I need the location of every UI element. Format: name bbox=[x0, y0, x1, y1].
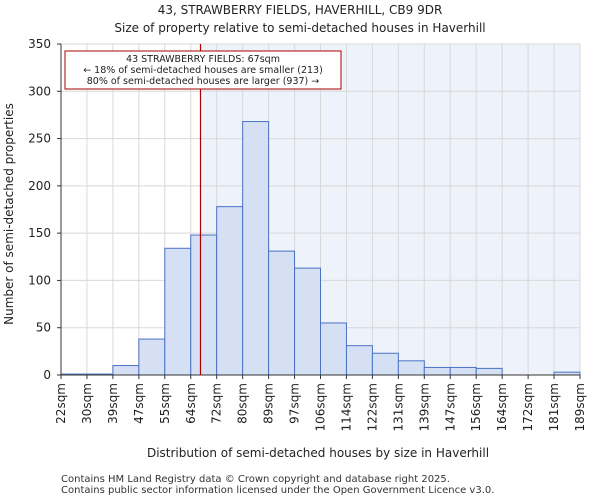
y-tick-label: 50 bbox=[36, 321, 51, 335]
x-tick-label: 122sqm bbox=[365, 383, 379, 431]
x-tick-label: 131sqm bbox=[391, 383, 405, 431]
x-tick-label: 181sqm bbox=[547, 383, 561, 431]
x-axis-label: Distribution of semi-detached houses by … bbox=[147, 446, 489, 460]
x-tick-label: 172sqm bbox=[521, 383, 535, 431]
y-tick-label: 200 bbox=[28, 179, 51, 193]
x-tick-label: 139sqm bbox=[417, 383, 431, 431]
y-tick-label: 100 bbox=[28, 273, 51, 287]
x-tick-label: 80sqm bbox=[236, 383, 250, 424]
annotation-line-2: ← 18% of semi-detached houses are smalle… bbox=[83, 65, 323, 76]
chart-title: 43, STRAWBERRY FIELDS, HAVERHILL, CB9 9D… bbox=[158, 3, 443, 17]
y-tick-label: 250 bbox=[28, 132, 51, 146]
x-tick-label: 189sqm bbox=[573, 383, 587, 431]
bar bbox=[138, 338, 166, 376]
annotation-line-3: 80% of semi-detached houses are larger (… bbox=[87, 76, 320, 87]
bar bbox=[268, 250, 296, 376]
x-tick-label: 39sqm bbox=[106, 383, 120, 424]
bar bbox=[164, 247, 192, 376]
x-tick-label: 72sqm bbox=[210, 383, 224, 424]
bar bbox=[345, 345, 373, 376]
y-tick-label: 300 bbox=[28, 84, 51, 98]
bar bbox=[449, 366, 477, 376]
x-tick-label: 64sqm bbox=[184, 383, 198, 424]
x-tick-label: 156sqm bbox=[469, 383, 483, 431]
x-tick-label: 164sqm bbox=[495, 383, 509, 431]
x-tick-label: 22sqm bbox=[54, 383, 68, 424]
x-tick-label: 89sqm bbox=[262, 383, 276, 424]
y-tick-label: 0 bbox=[43, 368, 51, 382]
x-tick-label: 114sqm bbox=[339, 383, 353, 431]
bar bbox=[242, 121, 270, 376]
bar bbox=[190, 234, 218, 376]
y-axis-ticks: 0 50 100 150 200 250 300 350 bbox=[28, 37, 61, 382]
chart-subtitle: Size of property relative to semi-detach… bbox=[114, 21, 485, 35]
x-tick-label: 55sqm bbox=[158, 383, 172, 424]
bar bbox=[423, 366, 451, 376]
footer-line-2: Contains public sector information licen… bbox=[61, 485, 495, 496]
bar bbox=[475, 367, 503, 376]
bar bbox=[294, 267, 321, 376]
x-tick-label: 106sqm bbox=[314, 383, 328, 431]
y-tick-label: 350 bbox=[28, 37, 51, 51]
x-tick-label: 147sqm bbox=[443, 383, 457, 431]
x-tick-label: 97sqm bbox=[288, 383, 302, 424]
y-tick-label: 150 bbox=[28, 226, 51, 240]
x-tick-label: 30sqm bbox=[80, 383, 94, 424]
bar bbox=[216, 206, 244, 376]
footer-line-1: Contains HM Land Registry data © Crown c… bbox=[61, 474, 450, 485]
x-tick-label: 47sqm bbox=[132, 383, 146, 424]
bar bbox=[397, 360, 425, 376]
bar bbox=[112, 365, 140, 376]
y-axis-label: Number of semi-detached properties bbox=[2, 103, 16, 325]
bar bbox=[320, 322, 347, 376]
annotation-box: 43 STRAWBERRY FIELDS: 67sqm ← 18% of sem… bbox=[64, 50, 342, 90]
bar bbox=[371, 352, 399, 376]
annotation-line-1: 43 STRAWBERRY FIELDS: 67sqm bbox=[126, 54, 280, 65]
x-axis-ticks: 22sqm 30sqm 39sqm 47sqm 55sqm 64sqm 72sqm 80sqm… bbox=[54, 375, 587, 431]
